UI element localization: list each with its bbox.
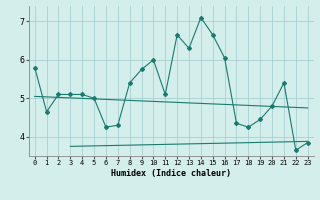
X-axis label: Humidex (Indice chaleur): Humidex (Indice chaleur) <box>111 169 231 178</box>
